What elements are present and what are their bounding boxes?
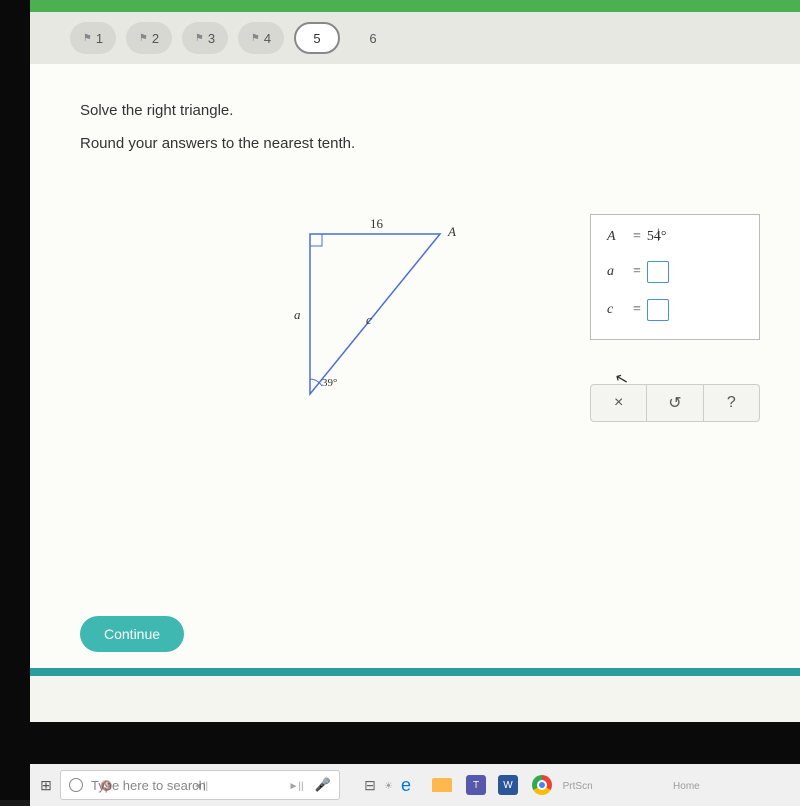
question-prompt: Solve the right triangle. Round your ans… [80,94,750,160]
equals-sign: = [633,302,641,318]
answer-row-c: c = [607,299,743,321]
clear-button[interactable]: × [591,385,647,421]
bottom-teal-strip [30,668,800,676]
top-green-bar [30,0,800,12]
flag-icon: ⚑ [139,33,148,44]
label-c: c [366,312,372,327]
triangle-diagram: 16 A a c 39° [290,214,490,429]
answer-input-a[interactable] [647,261,669,283]
tab-num: 1 [96,31,103,46]
label-A: A [447,224,456,239]
answer-row-a: a = [607,261,743,283]
tab-6[interactable]: 6 [350,22,396,54]
help-button[interactable]: ? [704,385,759,421]
answer-box: A = 54°| a = c = [590,214,760,340]
triangle-svg: 16 A a c 39° [290,214,490,424]
flag-icon: ⚑ [83,33,92,44]
answer-value-A[interactable]: 54°| [647,229,667,245]
label-39: 39° [322,377,337,389]
question-content: Solve the right triangle. Round your ans… [30,64,800,676]
key-hint: ►|| [288,781,303,792]
key-hint: ◄|| [193,781,208,792]
answer-row-A: A = 54°| [607,229,743,245]
tab-5[interactable]: 5 [294,22,340,54]
label-16: 16 [370,216,384,231]
tab-4[interactable]: ⚑4 [238,22,284,54]
key-hint: ☀ [384,781,393,792]
key-hint: 🔇 [100,781,112,792]
prompt-line-1: Solve the right triangle. [80,94,750,127]
label-a: a [294,307,301,322]
keyboard-keys: 🔇 ◄|| ►|| ☀ ☀ PrtScn Home [0,781,800,792]
reset-button[interactable]: ↺ [647,385,703,421]
key-hint: ☀ [473,781,482,792]
equals-sign: = [633,229,641,245]
question-tabs: ⚑1 ⚑2 ⚑3 ⚑4 5 6 [30,12,800,64]
answer-var: a [607,264,627,280]
tab-num: 4 [264,31,271,46]
key-hint: Home [673,781,700,792]
action-buttons: × ↺ ? [590,384,760,422]
tab-num: 2 [152,31,159,46]
tab-3[interactable]: ⚑3 [182,22,228,54]
equals-sign: = [633,264,641,280]
app-screen: ⚑1 ⚑2 ⚑3 ⚑4 5 6 Solve the right triangle… [30,0,800,722]
answer-var: A [607,229,627,245]
answer-input-c[interactable] [647,299,669,321]
answer-var: c [607,302,627,318]
tab-1[interactable]: ⚑1 [70,22,116,54]
tab-num: 6 [369,31,376,46]
key-hint: PrtScn [563,781,593,792]
flag-icon: ⚑ [251,33,260,44]
prompt-line-2: Round your answers to the nearest tenth. [80,127,750,160]
tab-num: 5 [313,31,320,46]
continue-button[interactable]: Continue [80,616,184,652]
tab-2[interactable]: ⚑2 [126,22,172,54]
flag-icon: ⚑ [195,33,204,44]
tab-num: 3 [208,31,215,46]
monitor-frame: ⚑1 ⚑2 ⚑3 ⚑4 5 6 Solve the right triangle… [0,0,800,800]
